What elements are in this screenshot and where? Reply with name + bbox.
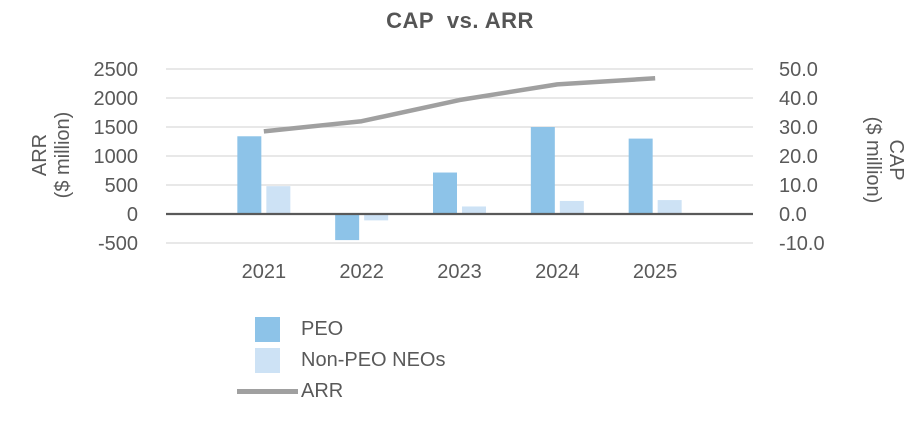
bar-peo-2025	[628, 138, 653, 214]
legend: PEO Non-PEO NEOs ARR	[237, 314, 445, 407]
legend-item-arr: ARR	[237, 376, 445, 407]
right-axis-tick-label: 10.0	[779, 175, 818, 197]
left-axis-tick-label: 1500	[94, 117, 139, 139]
bar-non-peo-neos-2022	[364, 214, 389, 221]
left-axis-tick-label: 0	[127, 204, 138, 226]
right-axis-title: CAP ($ million)	[861, 50, 907, 270]
right-axis-tick-label: -10.0	[779, 233, 825, 255]
right-axis-tick-label: 0.0	[779, 204, 807, 226]
bar-peo-2023	[433, 172, 457, 214]
legend-item-non-peo: Non-PEO NEOs	[237, 345, 445, 376]
right-axis-tick-label: 40.0	[779, 88, 818, 110]
x-axis-label-2025: 2025	[633, 261, 678, 283]
bar-non-peo-neos-2023	[462, 206, 486, 214]
right-axis-tick-label: 30.0	[779, 117, 818, 139]
left-axis-tick-label: 2000	[94, 88, 139, 110]
legend-item-peo: PEO	[237, 314, 445, 345]
bar-peo-2022	[335, 214, 360, 241]
legend-label-non-peo: Non-PEO NEOs	[301, 349, 446, 371]
bar-non-peo-neos-2025	[657, 200, 682, 214]
arr-line	[263, 76, 656, 134]
left-axis-title-line2: ($ million)	[52, 111, 74, 199]
left-axis-title: ARR ($ million)	[29, 45, 75, 265]
right-axis-title-line1: CAP	[885, 139, 907, 181]
chart-title: CAP vs. ARR	[386, 8, 534, 33]
left-axis-title-line1: ARR	[29, 133, 51, 177]
bar-non-peo-neos-2021	[266, 186, 291, 214]
left-axis-tick-label: 500	[105, 175, 138, 197]
legend-label-peo: PEO	[301, 318, 344, 340]
right-axis-title-line2: ($ million)	[862, 116, 884, 204]
left-axis-tick-label: 2500	[94, 59, 139, 81]
peo-color-swatch	[255, 317, 280, 342]
x-axis-label-2023: 2023	[437, 261, 482, 283]
left-axis-tick-label: 1000	[94, 146, 139, 168]
left-axis-tick-label: -500	[98, 233, 138, 255]
legend-label-arr: ARR	[301, 380, 344, 402]
bar-peo-2021	[237, 136, 262, 214]
x-axis-label-2021: 2021	[242, 261, 287, 283]
x-axis-label-2022: 2022	[339, 261, 384, 283]
non-peo-color-swatch	[255, 348, 280, 373]
right-axis-tick-label: 50.0	[779, 59, 818, 81]
x-axis-label-2024: 2024	[535, 261, 580, 283]
right-axis-tick-label: 20.0	[779, 146, 818, 168]
bar-non-peo-neos-2024	[559, 200, 584, 214]
bar-peo-2024	[530, 127, 555, 214]
arr-line-swatch	[237, 389, 298, 394]
